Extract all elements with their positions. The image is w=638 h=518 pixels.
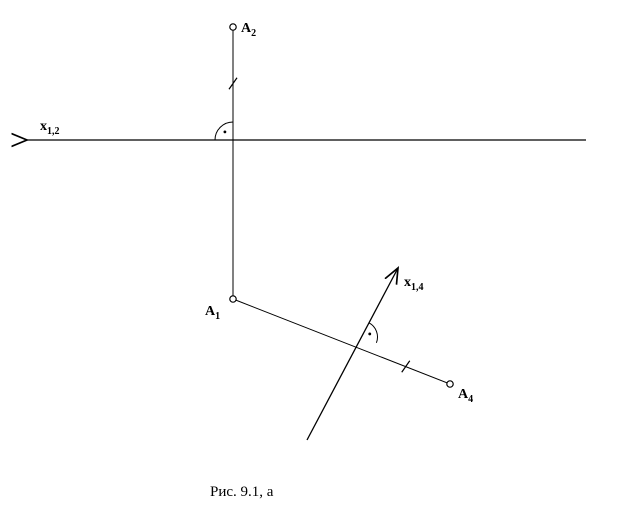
svg-text:x1,2: x1,2 [40,119,60,137]
svg-text:A4: A4 [458,387,473,405]
svg-text:A1: A1 [205,304,220,322]
axis-x14 [307,268,398,440]
svg-text:A2: A2 [241,21,256,39]
diagram-layer: x1,2 x1,4 A2 A1 A4 Рис. 9.1, а [27,21,586,500]
svg-text:x1,4: x1,4 [404,275,424,293]
figure-caption: Рис. 9.1, а [210,484,274,500]
tick-a4 [402,361,410,372]
line-a1-a4 [233,299,450,384]
descriptive-geometry-diagram: x1,2 x1,4 A2 A1 A4 Рис. 9.1, а [0,0,638,518]
